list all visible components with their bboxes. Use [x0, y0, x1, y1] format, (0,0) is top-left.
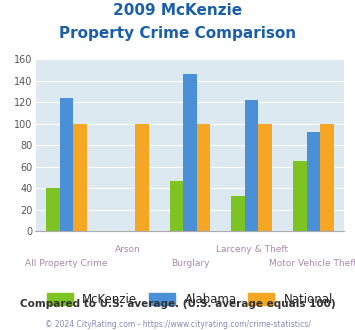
Text: Motor Vehicle Theft: Motor Vehicle Theft [269, 259, 355, 268]
Bar [231, 196, 245, 231]
Bar [183, 74, 197, 231]
Bar [170, 181, 183, 231]
Text: Arson: Arson [115, 245, 141, 254]
Bar [60, 98, 73, 231]
Text: Compared to U.S. average. (U.S. average equals 100): Compared to U.S. average. (U.S. average … [20, 299, 335, 309]
Text: All Property Crime: All Property Crime [25, 259, 108, 268]
Bar [73, 124, 87, 231]
Bar [320, 124, 334, 231]
Bar [197, 124, 210, 231]
Text: © 2024 CityRating.com - https://www.cityrating.com/crime-statistics/: © 2024 CityRating.com - https://www.city… [45, 320, 310, 329]
Text: Property Crime Comparison: Property Crime Comparison [59, 26, 296, 41]
Bar [245, 100, 258, 231]
Bar [307, 132, 320, 231]
Text: Larceny & Theft: Larceny & Theft [215, 245, 288, 254]
Bar [46, 188, 60, 231]
Text: Burglary: Burglary [171, 259, 209, 268]
Bar [258, 124, 272, 231]
Text: 2009 McKenzie: 2009 McKenzie [113, 3, 242, 18]
Bar [293, 161, 307, 231]
Legend: McKenzie, Alabama, National: McKenzie, Alabama, National [42, 288, 338, 311]
Bar [135, 124, 148, 231]
